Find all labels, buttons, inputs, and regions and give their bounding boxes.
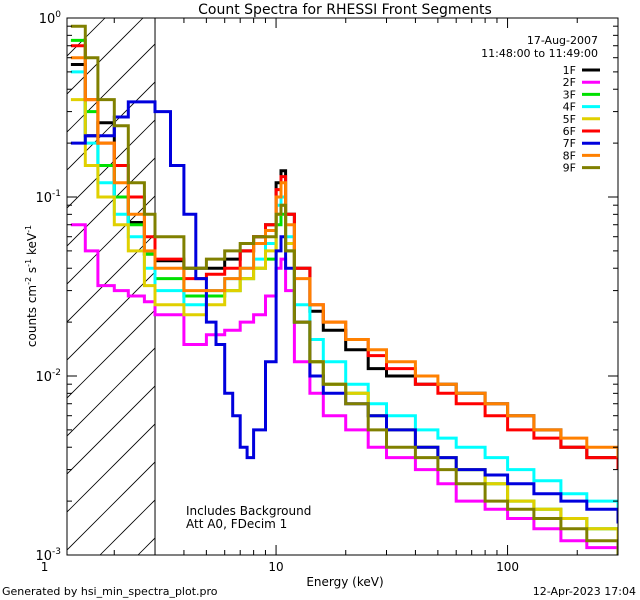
legend-label-1f: 1F [563, 64, 576, 77]
generated-by-label: Generated by hsi_min_spectra_plot.pro [2, 585, 218, 598]
legend-label-8f: 8F [563, 149, 576, 162]
x-axis-label: Energy (keV) [306, 575, 383, 589]
y-tick-label-1e0: 100 [39, 10, 62, 27]
legend-label-6f: 6F [563, 125, 576, 138]
x-tick-label-1: 1 [41, 560, 49, 574]
y-tick-label-1e-3: 10-3 [35, 547, 61, 564]
hatch-line [67, 461, 156, 551]
x-tick-labels: 1 10 100 [41, 560, 519, 574]
annotation-background: Includes Background [186, 504, 311, 518]
footer-timestamp: 12-Apr-2023 17:04 [533, 585, 636, 598]
y-tick-label-1e-2: 10-2 [35, 368, 61, 385]
hatch-line [67, 385, 156, 475]
plot-frame [66, 17, 619, 556]
legend-label-4f: 4F [563, 101, 576, 114]
chart-title: Count Spectra for RHESSI Front Segments [198, 2, 492, 18]
axis-ticks [67, 17, 619, 556]
legend-label-9f: 9F [563, 162, 576, 175]
x-tick-label-10: 10 [268, 560, 283, 574]
series-line-7f [70, 100, 618, 524]
hatch-line [67, 43, 156, 133]
y-axis-label: counts cm-2 s-1 keV-1 [24, 225, 39, 347]
time-range-label: 11:48:00 to 11:49:00 [481, 47, 598, 60]
y-tick-labels: 10-3 10-2 10-1 100 [35, 10, 61, 564]
series-line-2f [70, 223, 618, 555]
series-line-8f [70, 56, 618, 458]
date-label: 17-Aug-2007 [527, 34, 598, 47]
annotation-attenuator: Att A0, FDecim 1 [186, 517, 287, 531]
hatch-line [67, 423, 156, 513]
legend-label-3f: 3F [563, 88, 576, 101]
series-group [70, 24, 618, 555]
y-tick-label-1e-1: 10-1 [35, 189, 61, 206]
legend-label-2f: 2F [563, 76, 576, 89]
hatch-line [67, 271, 156, 361]
legend-label-5f: 5F [563, 113, 576, 126]
x-tick-label-100: 100 [496, 560, 519, 574]
series-line-9f [70, 24, 618, 555]
legend-label-7f: 7F [563, 137, 576, 150]
